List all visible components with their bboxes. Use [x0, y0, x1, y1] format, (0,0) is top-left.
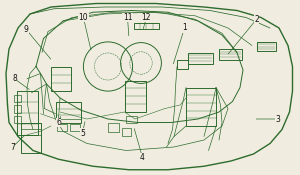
Text: 1: 1: [182, 23, 187, 33]
Bar: [16, 91, 38, 135]
Bar: [14, 94, 22, 102]
Bar: [14, 116, 22, 123]
Bar: [188, 52, 213, 64]
Text: 5: 5: [80, 128, 85, 138]
Text: 6: 6: [56, 118, 61, 127]
Bar: [124, 80, 146, 112]
Text: 4: 4: [140, 153, 145, 162]
Bar: [14, 105, 22, 113]
Bar: [122, 128, 131, 136]
Text: 9: 9: [24, 25, 29, 34]
Bar: [126, 116, 137, 122]
Text: 7: 7: [10, 142, 15, 152]
Bar: [108, 122, 119, 132]
Bar: [219, 49, 242, 60]
Text: 12: 12: [142, 13, 151, 22]
Bar: [186, 88, 216, 126]
Bar: [256, 42, 276, 51]
Bar: [21, 122, 40, 153]
Bar: [70, 124, 80, 131]
Bar: [134, 23, 159, 29]
Text: 2: 2: [254, 15, 259, 24]
Bar: [177, 60, 188, 69]
Bar: [56, 102, 81, 122]
Text: 11: 11: [123, 13, 132, 22]
Text: 8: 8: [12, 74, 17, 83]
Text: 10: 10: [79, 13, 88, 22]
Text: 3: 3: [275, 114, 280, 124]
Bar: [57, 124, 67, 131]
Bar: [51, 66, 70, 91]
